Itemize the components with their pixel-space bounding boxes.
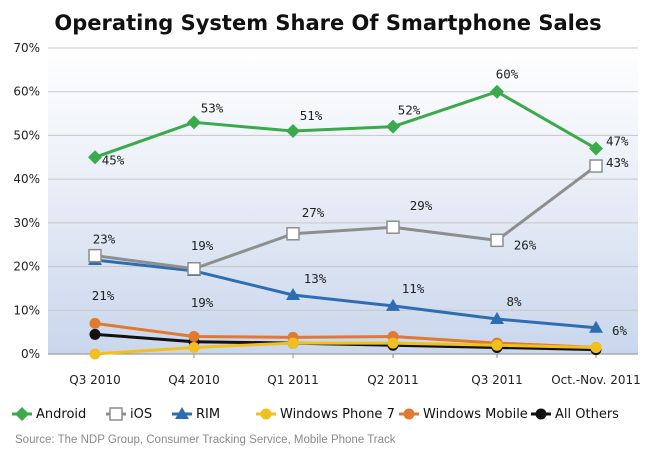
legend-item: RIM: [172, 407, 220, 422]
y-tick-label: 0%: [21, 347, 40, 361]
series-line: [94, 321, 597, 349]
data-label: 43%: [606, 155, 629, 170]
series-line: [94, 258, 597, 330]
data-label: 53%: [201, 100, 224, 115]
data-point: [88, 150, 102, 165]
data-point: [386, 220, 400, 234]
data-point: [589, 320, 603, 333]
data-point: [188, 331, 200, 343]
series-line: [94, 90, 597, 159]
source-note: Source: The NDP Group, Consumer Tracking…: [15, 434, 396, 446]
legend-label: Android: [36, 407, 86, 422]
y-tick-label: 70%: [13, 41, 40, 55]
data-point: [286, 124, 300, 139]
data-point: [387, 337, 399, 349]
legend-marker: [403, 408, 415, 420]
data-label: 51%: [300, 108, 323, 123]
data-point: [286, 227, 300, 241]
legend-label: All Others: [555, 407, 619, 422]
data-label: 6%: [612, 323, 628, 338]
legend-label: iOS: [130, 407, 152, 422]
y-tick-label: 10%: [13, 303, 40, 317]
legend-item: Windows Mobile: [399, 407, 528, 422]
legend-label: RIM: [196, 407, 220, 422]
data-point: [187, 115, 201, 130]
data-label: 13%: [304, 271, 327, 286]
legend-item: Windows Phone 7: [256, 407, 395, 422]
legend: Android iOS RIM Windows Phone 7 Windows Mobi…: [12, 407, 619, 422]
data-point: [490, 312, 504, 325]
data-point: [386, 119, 400, 134]
x-tick-label: Q3 2011: [471, 373, 522, 387]
x-tick-label: Q4 2010: [168, 373, 219, 387]
data-point: [491, 339, 503, 351]
x-tick-label: Oct.-Nov. 2011: [551, 373, 641, 387]
data-label: 52%: [398, 103, 421, 118]
y-tick-label: 50%: [13, 128, 40, 142]
data-label: 11%: [402, 281, 425, 296]
data-label: 29%: [410, 198, 433, 213]
series-ios: [88, 159, 603, 276]
data-point: [89, 348, 101, 360]
axes: 0% 10% 20% 30% 40% 50% 60% 70% Q3 2010 Q4 2010 Q1 …: [13, 41, 640, 387]
legend-item: iOS: [106, 407, 152, 422]
data-point: [89, 317, 101, 329]
data-point: [89, 328, 101, 340]
data-label: 45%: [102, 152, 125, 167]
series-layer: [88, 84, 603, 360]
x-tick-label: Q1 2011: [267, 373, 318, 387]
legend-item: Android: [12, 407, 86, 422]
data-point: [590, 341, 602, 353]
data-point: [490, 84, 504, 99]
legend-label: Windows Mobile: [423, 407, 528, 422]
data-label: 19%: [191, 295, 214, 310]
data-label: 47%: [606, 134, 629, 149]
data-point: [490, 233, 504, 248]
y-tick-label: 40%: [13, 172, 40, 186]
data-point: [589, 141, 603, 156]
x-tick-label: Q3 2010: [69, 373, 120, 387]
data-label: 19%: [191, 238, 214, 253]
series-line: [94, 341, 597, 356]
data-label: 8%: [506, 294, 522, 309]
series-windows-phone-7: [89, 337, 602, 360]
legend-marker: [15, 407, 29, 421]
plot-area: [48, 48, 638, 354]
series-android: [88, 84, 603, 165]
data-label: 60%: [496, 67, 519, 82]
data-point: [187, 262, 201, 276]
data-point: [287, 337, 299, 349]
legend-marker: [175, 407, 189, 419]
legend-label: Windows Phone 7: [280, 407, 395, 422]
chart-title: Operating System Share Of Smartphone Sal…: [54, 11, 601, 35]
data-point: [286, 287, 300, 300]
legend-marker: [535, 408, 547, 420]
legend-item: All Others: [531, 407, 619, 422]
data-point: [386, 298, 400, 311]
data-label: 26%: [514, 237, 537, 252]
series-line: [94, 164, 597, 271]
legend-marker: [260, 408, 272, 420]
data-labels: 45% 53% 51% 52% 60% 47% 23% 19% 27% 29% 26% 43% 21% 1…: [92, 67, 629, 338]
data-point: [589, 159, 603, 173]
y-tick-label: 20%: [13, 260, 40, 274]
data-label: 23%: [93, 232, 116, 247]
legend-marker: [109, 407, 123, 421]
y-tick-label: 30%: [13, 216, 40, 230]
y-tick-label: 60%: [13, 85, 40, 99]
data-label: 21%: [92, 288, 115, 303]
x-tick-label: Q2 2011: [367, 373, 418, 387]
data-point: [188, 341, 200, 353]
data-point: [88, 248, 102, 263]
data-label: 27%: [302, 205, 325, 220]
